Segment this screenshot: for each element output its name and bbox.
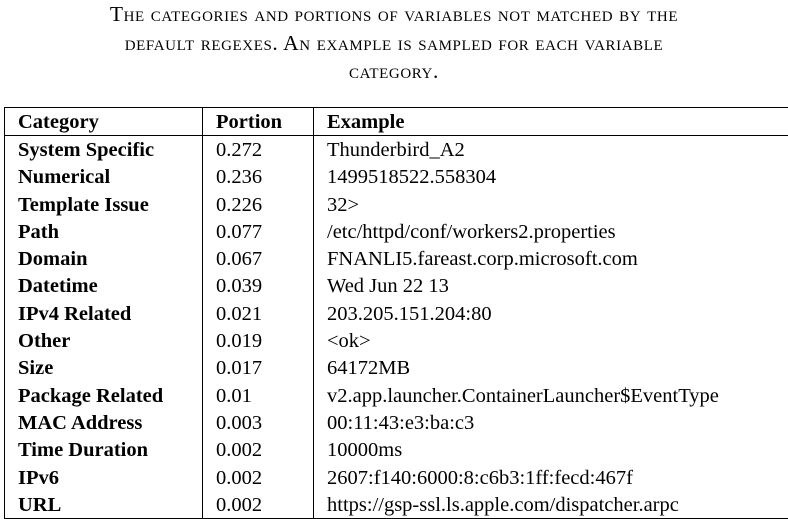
portion-cell: 0.236 <box>203 164 314 191</box>
portion-cell: 0.003 <box>203 409 314 436</box>
table-row: Path 0.077 /etc/httpd/conf/workers2.prop… <box>5 218 788 245</box>
portion-cell: 0.002 <box>203 464 314 491</box>
table-row: Size 0.017 64172MB <box>5 355 788 382</box>
caption-line: The categories and portions of variables… <box>0 0 788 29</box>
table-row: Other 0.019 <ok> <box>5 327 788 354</box>
table-row: System Specific 0.272 Thunderbird_A2 <box>5 136 788 164</box>
category-cell: System Specific <box>5 136 203 164</box>
category-cell: Other <box>5 327 203 354</box>
table-caption: The categories and portions of variables… <box>0 0 788 86</box>
example-cell: 203.205.151.204:80 <box>314 300 788 327</box>
example-cell: /etc/httpd/conf/workers2.properties <box>314 218 788 245</box>
example-cell: 10000ms <box>314 437 788 464</box>
example-cell: FNANLI5.fareast.corp.microsoft.com <box>314 245 788 272</box>
table-row: Numerical 0.236 1499518522.558304 <box>5 164 788 191</box>
category-cell: Datetime <box>5 273 203 300</box>
example-cell: 2607:f140:6000:8:c6b3:1ff:fecd:467f <box>314 464 788 491</box>
example-cell: 1499518522.558304 <box>314 164 788 191</box>
portion-cell: 0.272 <box>203 136 314 164</box>
caption-line: category. <box>0 57 788 86</box>
portion-cell: 0.01 <box>203 382 314 409</box>
category-cell: Numerical <box>5 164 203 191</box>
portion-cell: 0.002 <box>203 491 314 519</box>
example-cell: Thunderbird_A2 <box>314 136 788 164</box>
header-portion: Portion <box>203 108 314 136</box>
header-category: Category <box>5 108 203 136</box>
portion-cell: 0.077 <box>203 218 314 245</box>
category-cell: Domain <box>5 245 203 272</box>
example-cell: <ok> <box>314 327 788 354</box>
category-cell: URL <box>5 491 203 519</box>
table-row: Domain 0.067 FNANLI5.fareast.corp.micros… <box>5 245 788 272</box>
category-cell: IPv6 <box>5 464 203 491</box>
portion-cell: 0.017 <box>203 355 314 382</box>
example-cell: 32> <box>314 191 788 218</box>
table-header-row: Category Portion Example <box>5 108 788 136</box>
portion-cell: 0.067 <box>203 245 314 272</box>
portion-cell: 0.021 <box>203 300 314 327</box>
category-cell: Size <box>5 355 203 382</box>
example-cell: Wed Jun 22 13 <box>314 273 788 300</box>
table-row: IPv6 0.002 2607:f140:6000:8:c6b3:1ff:fec… <box>5 464 788 491</box>
category-cell: Path <box>5 218 203 245</box>
table-row: MAC Address 0.003 00:11:43:e3:ba:c3 <box>5 409 788 436</box>
example-cell: v2.app.launcher.ContainerLauncher$EventT… <box>314 382 788 409</box>
table-row: IPv4 Related 0.021 203.205.151.204:80 <box>5 300 788 327</box>
table-row: Package Related 0.01 v2.app.launcher.Con… <box>5 382 788 409</box>
category-cell: Package Related <box>5 382 203 409</box>
category-cell: IPv4 Related <box>5 300 203 327</box>
portion-cell: 0.019 <box>203 327 314 354</box>
header-example: Example <box>314 108 788 136</box>
caption-line: default regexes. An example is sampled f… <box>0 29 788 58</box>
category-cell: Time Duration <box>5 437 203 464</box>
table-row: Datetime 0.039 Wed Jun 22 13 <box>5 273 788 300</box>
table-row: Time Duration 0.002 10000ms <box>5 437 788 464</box>
example-cell: 64172MB <box>314 355 788 382</box>
portion-cell: 0.039 <box>203 273 314 300</box>
portion-cell: 0.002 <box>203 437 314 464</box>
example-cell: 00:11:43:e3:ba:c3 <box>314 409 788 436</box>
variable-category-table: Category Portion Example System Specific… <box>4 107 788 519</box>
category-cell: Template Issue <box>5 191 203 218</box>
category-cell: MAC Address <box>5 409 203 436</box>
table-row: URL 0.002 https://gsp-ssl.ls.apple.com/d… <box>5 491 788 519</box>
portion-cell: 0.226 <box>203 191 314 218</box>
example-cell: https://gsp-ssl.ls.apple.com/dispatcher.… <box>314 491 788 519</box>
table-row: Template Issue 0.226 32> <box>5 191 788 218</box>
